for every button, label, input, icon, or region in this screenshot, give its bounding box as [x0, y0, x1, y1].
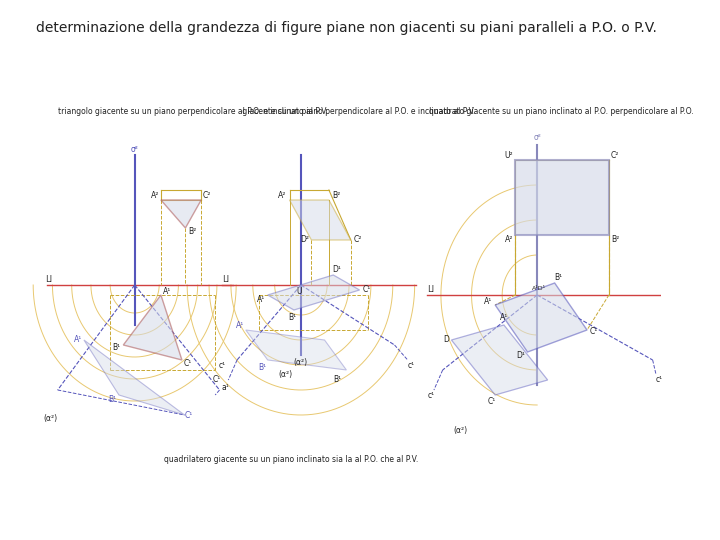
Text: D¹: D¹: [333, 265, 341, 273]
Text: B¹: B¹: [333, 375, 342, 384]
Text: C¹: C¹: [590, 327, 598, 336]
Text: U: U: [297, 287, 302, 296]
Text: B²: B²: [611, 235, 619, 245]
Text: (α²): (α²): [278, 370, 292, 380]
Text: C¹: C¹: [185, 410, 193, 420]
Polygon shape: [451, 325, 548, 395]
Text: C²: C²: [611, 151, 619, 159]
Text: U²: U²: [505, 151, 513, 159]
Polygon shape: [516, 160, 609, 235]
Text: A²: A²: [150, 192, 159, 200]
Text: B¹: B¹: [554, 273, 562, 281]
Polygon shape: [123, 295, 182, 360]
Polygon shape: [495, 283, 587, 352]
Text: C¹: C¹: [184, 360, 192, 368]
Text: A¹: A¹: [256, 294, 265, 303]
Text: D: D: [444, 335, 449, 345]
Text: c¹: c¹: [219, 361, 226, 369]
Text: C²: C²: [354, 235, 362, 245]
Text: (α²): (α²): [294, 359, 308, 368]
Polygon shape: [161, 200, 201, 228]
Text: B¹: B¹: [112, 342, 120, 352]
Text: LI: LI: [45, 275, 53, 285]
Text: B¹: B¹: [258, 363, 266, 373]
Text: LI: LI: [427, 286, 434, 294]
Text: c¹: c¹: [428, 392, 435, 401]
Polygon shape: [84, 340, 184, 415]
Text: A¹: A¹: [235, 321, 244, 329]
Text: quadrato giacente su un piano inclinato al P.O. perpendicolare al P.O.: quadrato giacente su un piano inclinato …: [428, 107, 693, 117]
Text: σ²: σ²: [131, 145, 139, 154]
Text: (α²): (α²): [44, 414, 58, 422]
Text: (α²): (α²): [453, 426, 467, 435]
Text: determinazione della grandezza di figure piane non giacenti su piani paralleli a: determinazione della grandezza di figure…: [36, 21, 657, 35]
Text: B²: B²: [332, 192, 340, 200]
Text: C²: C²: [203, 192, 212, 200]
Text: B¹: B¹: [108, 395, 116, 403]
Polygon shape: [289, 200, 351, 240]
Text: quadrilatero giacente su un piano inclinato sia la al P.O. che al P.V.: quadrilatero giacente su un piano inclin…: [164, 456, 418, 464]
Text: B¹: B¹: [288, 314, 296, 322]
Text: LI: LI: [222, 275, 229, 285]
Text: A¹D¹: A¹D¹: [532, 287, 546, 292]
Text: A¹: A¹: [484, 296, 492, 306]
Text: A²: A²: [505, 235, 513, 245]
Text: σ²: σ²: [534, 133, 541, 143]
Polygon shape: [268, 275, 359, 310]
Text: A¹: A¹: [163, 287, 171, 295]
Text: B²: B²: [189, 227, 197, 237]
Text: c¹: c¹: [408, 361, 415, 370]
Text: giacente su un piano perpendicolare al P.O. e inclinato al P.V.: giacente su un piano perpendicolare al P…: [240, 107, 475, 117]
Text: c¹: c¹: [655, 375, 662, 384]
Text: C¹: C¹: [362, 286, 371, 294]
Polygon shape: [246, 330, 346, 370]
Text: C¹: C¹: [213, 375, 221, 384]
Text: D¹: D¹: [516, 352, 525, 361]
Text: A¹: A¹: [73, 335, 82, 345]
Text: A¹: A¹: [500, 314, 508, 322]
Text: D²: D²: [300, 235, 309, 245]
Text: a¹: a¹: [222, 383, 230, 393]
Text: C¹: C¹: [487, 396, 496, 406]
Text: A²: A²: [279, 192, 287, 200]
Text: triangolo giacente su un piano perpendicolare al P.O. e inclinato al P.V.: triangolo giacente su un piano perpendic…: [58, 107, 328, 117]
